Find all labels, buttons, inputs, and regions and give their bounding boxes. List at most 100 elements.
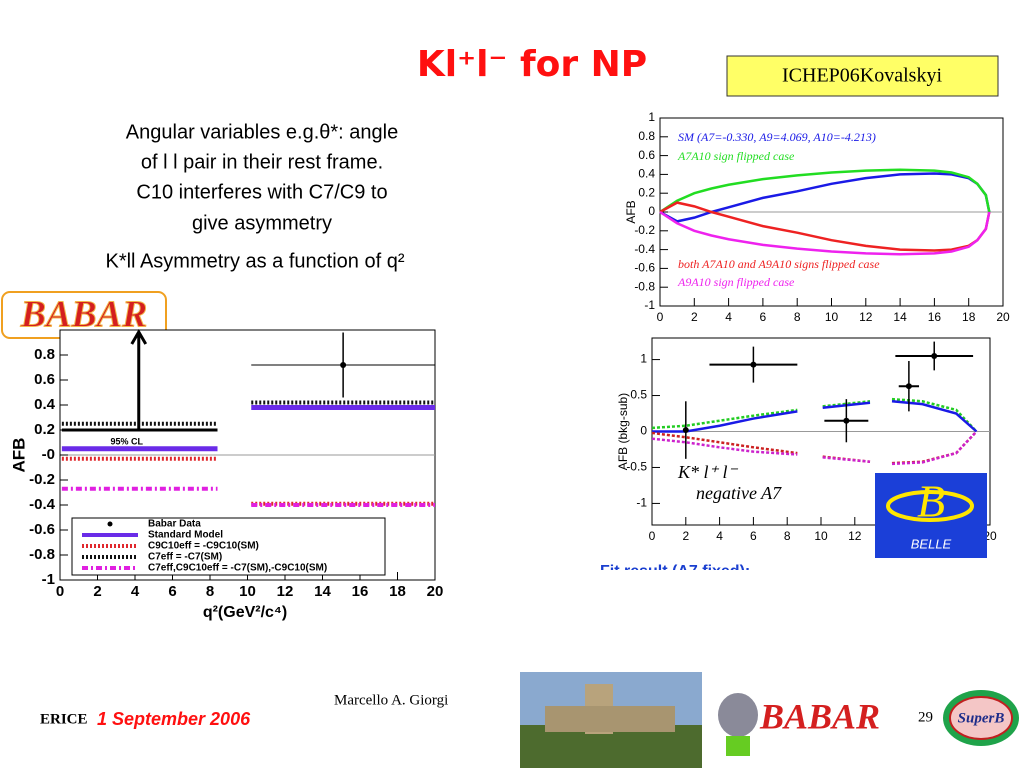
x-tick-label: 0 xyxy=(649,529,656,543)
data-point xyxy=(682,427,689,434)
x-tick-label: 6 xyxy=(760,310,767,324)
text-block: Angular variables e.g.θ*: angle of l l p… xyxy=(105,121,404,272)
y-tick-label: 0.8 xyxy=(34,346,55,363)
x-tick-label: 6 xyxy=(750,529,757,543)
y-tick-label: -0.5 xyxy=(626,460,647,474)
y-tick-label: -1 xyxy=(42,571,55,588)
series-line xyxy=(651,430,978,466)
y-axis-label: AFB xyxy=(9,438,28,473)
text-line: of l l pair in their rest frame. xyxy=(141,151,383,173)
series-label: A7A10 sign flipped case xyxy=(677,149,795,163)
photo-wall xyxy=(545,706,675,732)
footer-date: 1 September 2006 xyxy=(97,709,251,729)
belle-b: B xyxy=(917,476,945,527)
y-tick-label: -0.6 xyxy=(29,521,55,538)
y-tick-label: 0.2 xyxy=(638,185,655,199)
superb-inner xyxy=(949,696,1013,740)
text-line: give asymmetry xyxy=(192,212,332,234)
x-tick-label: 8 xyxy=(206,583,214,600)
x-tick-label: 10 xyxy=(239,583,256,600)
x-tick-label: 10 xyxy=(814,529,828,543)
y-tick-label: 0.4 xyxy=(34,396,56,413)
upper-limit-label: 95% CL xyxy=(110,436,143,446)
x-tick-label: 0 xyxy=(56,583,64,600)
series-line xyxy=(659,210,991,256)
slide-title: Kl⁺l⁻ for NP xyxy=(417,44,647,85)
x-tick-label: 18 xyxy=(962,310,976,324)
x-tick-label: 8 xyxy=(784,529,791,543)
annotation: K* l⁺ l⁻ xyxy=(677,462,739,482)
x-tick-label: 12 xyxy=(277,583,294,600)
elephant-body xyxy=(726,736,750,756)
belle-logo-box xyxy=(875,473,987,558)
babar-logo: BABAR xyxy=(20,294,148,336)
y-tick-label: -0.2 xyxy=(29,471,55,488)
y-tick-label: -0.2 xyxy=(634,223,655,237)
ref-text: ICHEP06Kovalskyi xyxy=(782,65,942,87)
y-tick-label: 0 xyxy=(648,204,655,218)
page-number: 29 xyxy=(918,709,933,725)
y-tick-label: 1 xyxy=(640,352,647,366)
annotation: negative A7 xyxy=(696,483,782,503)
y-tick-label: -0.4 xyxy=(29,496,56,513)
footer-left: ERICE xyxy=(40,711,88,727)
x-tick-label: 20 xyxy=(427,583,444,600)
footer-babar: BABAR xyxy=(759,696,880,736)
upper-limit-arrow xyxy=(130,329,148,430)
y-tick-label: 1 xyxy=(648,110,655,124)
x-tick-label: 16 xyxy=(352,583,369,600)
legend-label: C9C10eff = -C9C10(SM) xyxy=(148,541,259,552)
footnote: Fit result (A7 fixed): xyxy=(600,563,750,580)
x-tick-label: 18 xyxy=(389,583,406,600)
legend-label: C7eff,C9C10eff = -C7(SM),-C9C10(SM) xyxy=(148,563,327,574)
y-tick-label: -1 xyxy=(636,496,647,510)
y-tick-label: -0.6 xyxy=(634,261,655,275)
babar-elephant xyxy=(718,693,758,756)
series-label: A9A10 sign flipped case xyxy=(677,275,795,289)
belle-ring xyxy=(886,490,974,522)
series-label: SM (A7=-0.330, A9=4.069, A10=-4.213) xyxy=(678,130,876,144)
y-tick-label: -0 xyxy=(42,446,55,463)
y-tick-label: 0.8 xyxy=(638,129,655,143)
x-tick-label: 12 xyxy=(859,310,873,324)
footer-author: Marcello A. Giorgi xyxy=(334,692,448,708)
y-tick-label: 0 xyxy=(640,424,647,438)
data-point xyxy=(340,362,347,368)
y-axis-label: AFB (bkg-sub) xyxy=(616,393,630,470)
y-tick-label: 0.4 xyxy=(638,167,655,181)
y-tick-label: -0.8 xyxy=(634,279,655,293)
data-point xyxy=(905,383,912,390)
y-tick-label: -1 xyxy=(644,298,655,312)
elephant-head xyxy=(718,693,758,737)
legend-label: Babar Data xyxy=(148,519,201,530)
data-point xyxy=(931,352,938,359)
x-tick-label: 4 xyxy=(131,583,140,600)
x-tick-label: 4 xyxy=(716,529,723,543)
series-line xyxy=(659,168,991,214)
belle-logo-text: BELLE xyxy=(911,536,952,551)
text-line: Angular variables e.g.θ*: angle xyxy=(126,121,398,143)
x-tick-label: 14 xyxy=(893,310,907,324)
y-tick-label: -0.8 xyxy=(29,546,55,563)
x-tick-label: 8 xyxy=(794,310,801,324)
text-line: C10 interferes with C7/C9 to xyxy=(136,181,387,203)
x-tick-label: 0 xyxy=(657,310,664,324)
x-tick-label: 2 xyxy=(682,529,689,543)
x-tick-label: 12 xyxy=(848,529,862,543)
subheading: K*ll Asymmetry as a function of q² xyxy=(105,250,404,272)
y-tick-label: -0.4 xyxy=(634,242,655,256)
ref-box xyxy=(726,55,999,97)
y-axis-label: AFB xyxy=(624,200,638,223)
x-axis-label: q²(GeV²/c⁴) xyxy=(203,604,287,621)
series-line xyxy=(651,397,978,433)
x-tick-label: 2 xyxy=(93,583,101,600)
x-tick-label: 10 xyxy=(825,310,839,324)
legend-label: C7eff = -C7(SM) xyxy=(148,552,222,563)
y-tick-label: 0.5 xyxy=(630,388,647,402)
x-tick-label: 14 xyxy=(314,583,331,600)
x-tick-label: 6 xyxy=(168,583,176,600)
y-tick-label: 0.6 xyxy=(638,148,655,162)
castle-photo xyxy=(520,672,702,768)
x-tick-label: 4 xyxy=(725,310,732,324)
